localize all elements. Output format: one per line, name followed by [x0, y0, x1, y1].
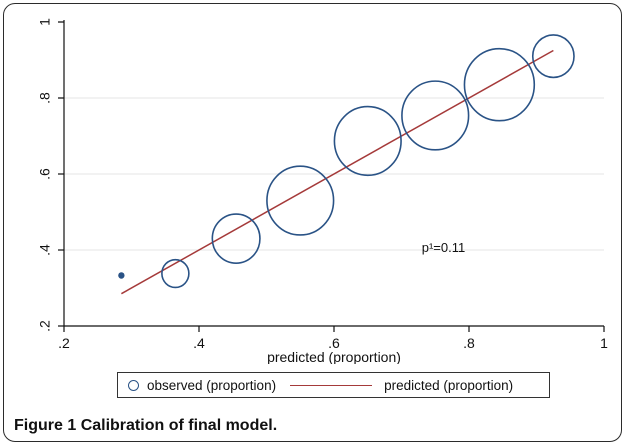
observed-point-7 — [531, 34, 575, 79]
y-tick-label-3: .8 — [37, 92, 53, 104]
legend-entry-observed: observed (proportion) — [118, 378, 276, 393]
legend-marker-line — [290, 384, 373, 386]
x-tick-label-1: .4 — [193, 335, 205, 351]
y-tick-label-4: 1 — [37, 18, 53, 26]
observed-point-4 — [333, 105, 402, 177]
x-tick-label-4: 1 — [600, 335, 608, 351]
annotation-0: p¹=0.11 — [422, 240, 466, 255]
ticks: .2 .4 .6 .8 1 .2 .4 .6 .8 1 — [37, 18, 608, 351]
legend-label-predicted: predicted (proportion) — [384, 377, 514, 393]
y-tick-label-1: .4 — [37, 244, 53, 256]
legend-label-observed: observed (proportion) — [147, 377, 277, 393]
legend-entry-predicted: predicted (proportion) — [276, 378, 513, 393]
x-axis-title: predicted (proportion) — [267, 349, 401, 364]
observed-point-3 — [266, 165, 335, 236]
x-tick-label-2: .6 — [328, 335, 340, 351]
legend: observed (proportion) predicted (proport… — [117, 372, 550, 398]
y-tick-label-0: .2 — [37, 320, 53, 332]
figure-frame: .2 .4 .6 .8 1 .2 .4 .6 .8 1 p¹=0.11 predicted (pr… — [3, 3, 622, 442]
x-tick-label-3: .8 — [463, 335, 475, 351]
observed-point-0 — [118, 272, 125, 279]
observed-point-1 — [161, 258, 190, 289]
caption-label: Figure 1 — [14, 417, 77, 434]
observed-point-6 — [463, 47, 536, 122]
caption-text: Calibration of final model. — [80, 417, 278, 434]
observed-point-2 — [211, 213, 261, 264]
series — [118, 34, 575, 295]
annotations: p¹=0.11 — [422, 240, 466, 255]
predicted-line — [121, 49, 554, 295]
x-tick-label-0: .2 — [58, 335, 70, 351]
figure-caption: Figure 1 Calibration of final model. — [14, 417, 277, 435]
legend-marker-circle — [128, 379, 139, 391]
chart-svg: .2 .4 .6 .8 1 .2 .4 .6 .8 1 p¹=0.11 predicted (pr… — [37, 18, 608, 364]
y-tick-label-2: .6 — [37, 168, 53, 180]
observed-point-5 — [401, 80, 470, 151]
